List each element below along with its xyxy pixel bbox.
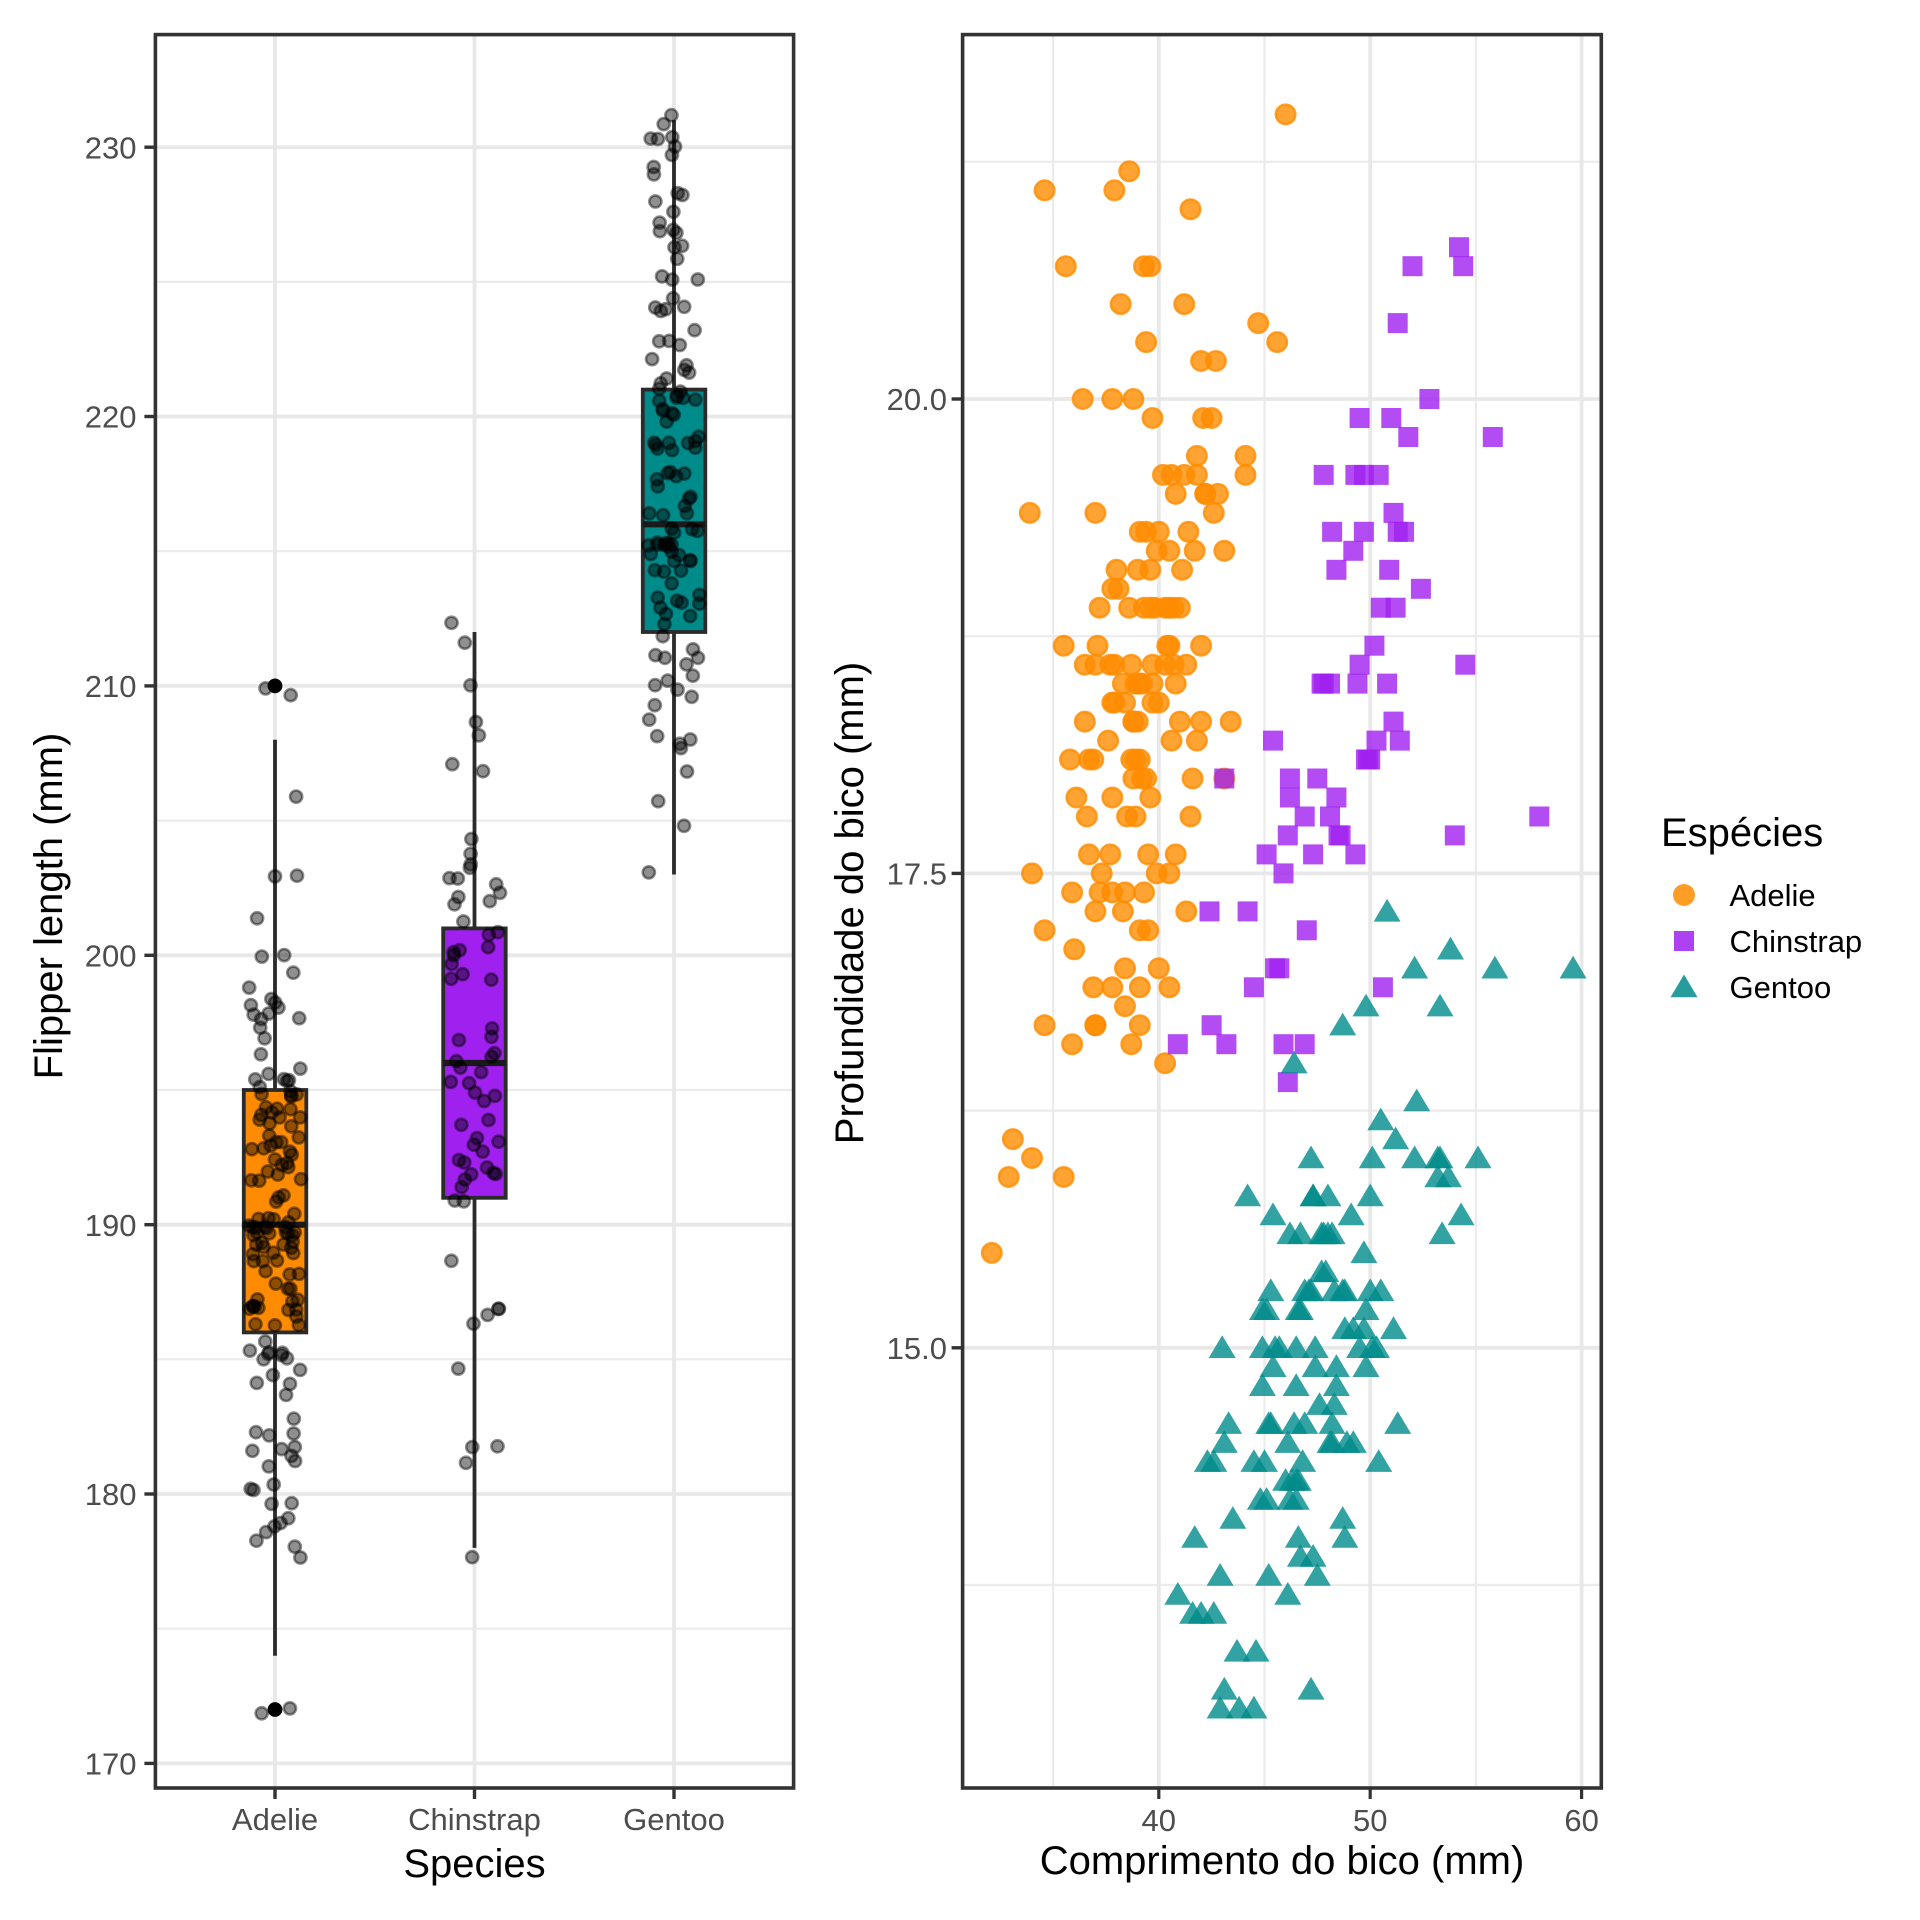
svg-text:20.0: 20.0 xyxy=(887,382,947,417)
svg-text:Adelie: Adelie xyxy=(1730,878,1816,913)
svg-text:Comprimento do bico (mm): Comprimento do bico (mm) xyxy=(1040,1839,1525,1883)
svg-text:60: 60 xyxy=(1564,1803,1598,1838)
svg-text:170: 170 xyxy=(85,1747,137,1782)
svg-text:Gentoo: Gentoo xyxy=(1730,970,1832,1005)
svg-text:200: 200 xyxy=(85,939,137,974)
svg-text:Gentoo: Gentoo xyxy=(623,1802,725,1837)
svg-text:Espécies: Espécies xyxy=(1661,811,1823,855)
svg-text:15.0: 15.0 xyxy=(887,1331,947,1366)
svg-text:Chinstrap: Chinstrap xyxy=(1730,924,1863,959)
svg-text:Adelie: Adelie xyxy=(232,1802,318,1837)
svg-text:Species: Species xyxy=(403,1842,545,1886)
svg-text:Chinstrap: Chinstrap xyxy=(408,1802,541,1837)
svg-text:230: 230 xyxy=(85,130,137,165)
svg-text:220: 220 xyxy=(85,400,137,435)
svg-text:50: 50 xyxy=(1353,1803,1387,1838)
svg-text:180: 180 xyxy=(85,1477,137,1512)
svg-text:Profundidade do bico (mm): Profundidade do bico (mm) xyxy=(828,662,872,1144)
svg-text:17.5: 17.5 xyxy=(887,857,947,892)
svg-text:210: 210 xyxy=(85,669,137,704)
svg-text:190: 190 xyxy=(85,1208,137,1243)
svg-text:Flipper length (mm): Flipper length (mm) xyxy=(27,733,71,1080)
svg-text:40: 40 xyxy=(1142,1803,1176,1838)
